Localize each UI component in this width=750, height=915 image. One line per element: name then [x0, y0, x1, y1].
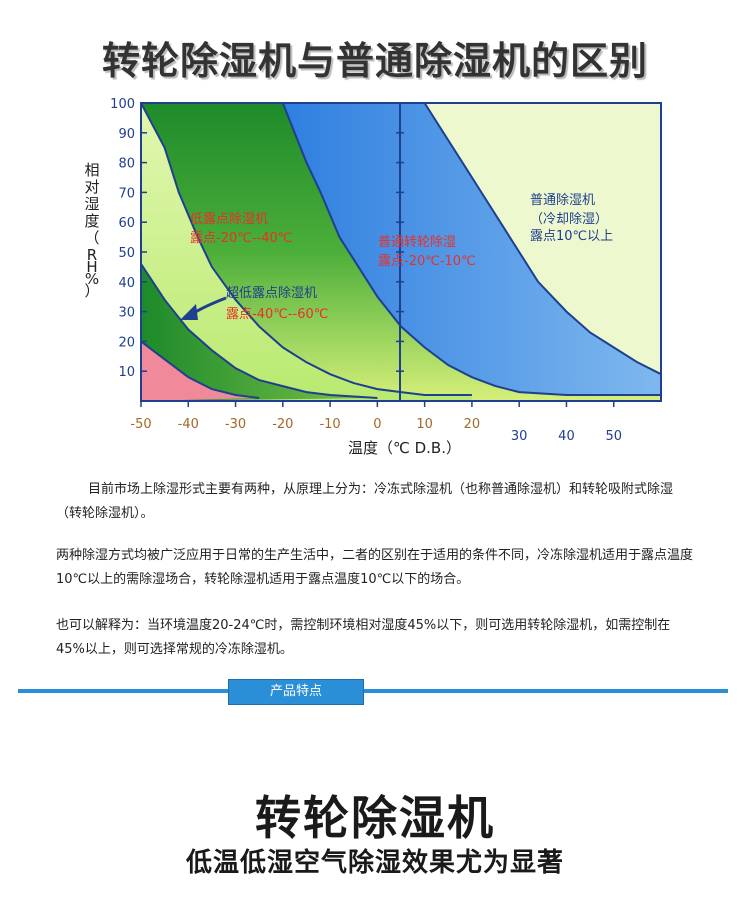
region-label-runner: 普通转轮除湿: [378, 235, 456, 250]
y-axis-label: 相对湿度（ R H%）: [84, 161, 99, 300]
page-title: 转轮除湿机与普通除湿机的区别: [101, 39, 648, 83]
x-tick-label: 0: [373, 417, 381, 432]
x-tick-label: -20: [272, 417, 293, 432]
x-tick-label: 10: [416, 417, 433, 432]
y-tick-label: 20: [118, 335, 135, 350]
hero-subtitle: 低温低湿空气除湿效果尤为显著: [185, 848, 564, 878]
y-tick-label: 30: [118, 306, 135, 321]
plot-frame: [140, 102, 662, 402]
x-tick-label: 40: [558, 429, 575, 444]
region-range-runner: 露点-20℃-10℃: [378, 254, 476, 269]
curve-low-dewpoint: [140, 102, 472, 396]
y-tick-label: 100: [110, 97, 135, 112]
area-pink: [141, 341, 260, 401]
region-label-ultra-low-dewpoint: 超低露点除湿机: [226, 286, 317, 301]
hero-title: 转轮除湿机: [255, 791, 495, 845]
y-tick-label: 10: [118, 365, 135, 380]
x-axis-label: 温度（℃ D.B.）: [348, 439, 461, 457]
region-range-normal: 露点10℃以上: [530, 229, 613, 244]
y-tick-label: 80: [118, 157, 135, 172]
x-tick-label: -50: [130, 417, 151, 432]
area-light-band: [141, 103, 472, 401]
pointer-arrow: [180, 296, 227, 320]
explanation-paragraph: 也可以解释为：当环境温度20-24℃时，需控制环境相对湿度45%以下，则可选用转…: [56, 618, 671, 657]
region-label-normal: 普通除湿机 （冷却除湿）: [530, 193, 608, 227]
y-tick-label: 90: [118, 127, 135, 142]
area-ultra-low: [141, 263, 378, 401]
x-tick-label: 20: [464, 417, 481, 432]
curve-runner: [281, 102, 661, 396]
y-tick-label: 40: [118, 276, 135, 291]
intro-paragraph: 目前市场上除湿形式主要有两种，从原理上分为：冷冻式除湿机（也称普通除湿机）和转轮…: [56, 482, 674, 521]
curve-ultra-low-inner: [140, 263, 378, 399]
region-label-low-dewpoint: 低露点除湿机: [190, 212, 268, 227]
x-tick-label: -40: [178, 417, 199, 432]
x-tick-label: 30: [511, 429, 528, 444]
curve-normal: [423, 102, 662, 376]
dehumidifier-comparison-chart: 10 20 30 40 50 60 70 80 90 100 -50 -40 -30 -20 -10 0 10 2…: [84, 97, 662, 457]
y-tick-label: 70: [118, 186, 135, 201]
area-normal: [424, 103, 661, 401]
x-tick-label: 50: [605, 429, 622, 444]
area-low-dewpoint: [141, 103, 661, 401]
comparison-paragraph: 两种除湿方式均被广泛应用于日常的生产生活中，二者的区别在于适用的条件不同，冷冻除…: [56, 548, 694, 587]
section-divider: [18, 689, 728, 693]
curve-pink: [140, 340, 260, 399]
region-range-ultra-low-dewpoint: 露点-40℃--60℃: [226, 307, 328, 322]
x-tick-label: -10: [319, 417, 340, 432]
y-tick-label: 60: [118, 216, 135, 231]
area-runner: [282, 103, 661, 395]
y-tick-label: 50: [118, 246, 135, 261]
section-tag: 产品特点: [228, 679, 364, 705]
x-tick-label: -30: [225, 417, 246, 432]
region-range-low-dewpoint: 露点-20℃--40℃: [190, 231, 292, 246]
